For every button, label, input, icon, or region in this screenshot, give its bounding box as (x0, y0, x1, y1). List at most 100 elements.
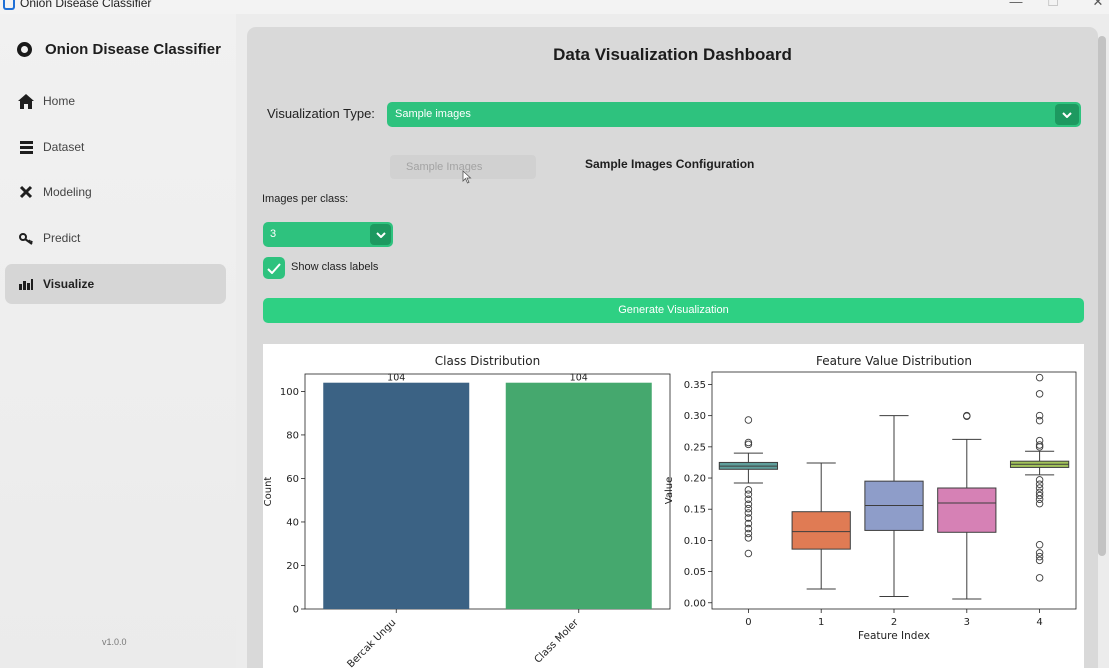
visualization-type-value: Sample images (395, 108, 471, 120)
box-outlier (1035, 495, 1044, 503)
bar-plot-frame (304, 373, 671, 610)
box-outlier (744, 549, 753, 558)
box-y-tick-label: 0.05 (684, 567, 706, 578)
brand-name: Onion Disease Classifier (45, 41, 221, 58)
box-outlier (1035, 443, 1044, 451)
app-icon (3, 0, 15, 10)
box-chart-title: Feature Value Distribution (816, 354, 972, 368)
box-outlier (1035, 411, 1044, 420)
window-title: Onion Disease Classifier (20, 0, 152, 10)
bar-y-tick-label: 0 (293, 605, 299, 616)
box-outlier (744, 416, 753, 424)
generate-visualization-button[interactable]: Generate Visualization (263, 298, 1084, 323)
bar-y-axis-label: Count (263, 477, 274, 507)
box-y-tick-label: 0.00 (684, 598, 706, 609)
sidebar-item-label: Home (43, 94, 76, 108)
box-outlier (1035, 484, 1044, 492)
box (791, 511, 851, 550)
box-outlier (744, 438, 753, 447)
box-outlier (1035, 491, 1044, 500)
sidebar: Onion Disease Classifier Home Dataset Mo… (0, 14, 236, 668)
home-icon (18, 93, 34, 109)
charts-svg: Class DistributionCount020406080100104Be… (263, 354, 1077, 668)
box-y-tick-label: 0.35 (684, 380, 706, 391)
dataset-icon (18, 139, 34, 155)
bar-y-tick-label: 60 (286, 474, 299, 485)
images-per-class-value: 3 (270, 228, 277, 240)
bar (505, 382, 652, 609)
box-y-tick-label: 0.10 (684, 536, 706, 547)
box-outlier (1035, 373, 1044, 382)
box-x-tick-label: 0 (745, 617, 751, 628)
box-y-tick-label: 0.15 (684, 505, 706, 516)
box-x-tick-label: 3 (964, 617, 970, 628)
box-outlier (744, 534, 753, 542)
sidebar-item-predict[interactable]: Predict (5, 218, 226, 258)
minimize-button[interactable]: — (1009, 0, 1023, 9)
box-outlier (744, 504, 753, 513)
box-outlier (744, 514, 753, 522)
show-class-labels-checkbox[interactable] (263, 257, 285, 279)
box-outlier (1035, 441, 1044, 449)
bar-data-label: 104 (570, 373, 588, 384)
bar-chart-title: Class Distribution (435, 354, 540, 368)
box-outlier (1035, 476, 1044, 484)
box-outlier (744, 490, 753, 498)
box-outlier (744, 440, 753, 449)
logo-ring-icon (17, 42, 32, 57)
sidebar-item-label: Dataset (43, 140, 85, 154)
box-y-tick-label: 0.30 (684, 411, 706, 422)
box-outlier (1035, 552, 1044, 561)
visualization-type-select[interactable]: Sample images (387, 102, 1081, 127)
scrollbar[interactable] (1098, 36, 1106, 556)
close-button[interactable]: ✕ (1092, 0, 1104, 9)
sidebar-item-modeling[interactable]: Modeling (5, 172, 226, 212)
bar-x-tick-label: Bercak Ungu (345, 617, 398, 668)
box-y-axis-label: Value (664, 477, 675, 504)
chart-area: Class Distribution Count 0 20 40 60 80 100 104 Be… (263, 344, 1084, 668)
box-outlier (744, 486, 753, 494)
box-outlier (1035, 390, 1044, 398)
sidebar-item-dataset[interactable]: Dataset (5, 127, 226, 167)
box-x-tick-label: 4 (1036, 617, 1042, 628)
box-outlier (1035, 480, 1044, 489)
show-class-labels-label: Show class labels (291, 261, 379, 273)
box-outlier (1035, 541, 1044, 549)
checkmark-icon (267, 262, 281, 274)
chevron-down-icon[interactable] (1055, 104, 1079, 125)
title-bar: Onion Disease Classifier — ☐ ✕ (0, 0, 1109, 14)
box-y-tick-label: 0.25 (684, 442, 706, 453)
box-y-tick-label: 0.20 (684, 474, 706, 485)
sidebar-item-home[interactable]: Home (5, 81, 226, 121)
box-outlier (744, 529, 753, 538)
images-per-class-label: Images per class: (262, 193, 349, 205)
visualization-type-label: Visualization Type: (267, 106, 375, 121)
box-outlier (744, 495, 753, 503)
version-label: v1.0.0 (102, 637, 127, 647)
box-outlier (744, 500, 753, 508)
box-outlier (1035, 556, 1044, 565)
maximize-button[interactable]: ☐ (1047, 0, 1059, 9)
images-per-class-select[interactable]: 3 (263, 222, 393, 247)
box-outlier (1035, 499, 1044, 508)
bar-y-tick-label: 80 (286, 430, 299, 441)
config-title: Sample Images Configuration (585, 157, 755, 171)
box (937, 487, 997, 533)
bar-x-tick-label: Class Moler (533, 617, 582, 666)
bar-chart-icon (18, 276, 34, 292)
box-x-tick-label: 1 (818, 617, 824, 628)
main-panel: Data Visualization Dashboard Visualizati… (247, 27, 1098, 668)
bar (323, 382, 470, 609)
box-outlier (744, 524, 753, 533)
box-x-axis-label: Feature Index (858, 630, 930, 642)
chevron-down-icon[interactable] (370, 224, 391, 245)
box-outlier (963, 412, 971, 421)
box-outlier (744, 509, 753, 517)
sidebar-item-visualize[interactable]: Visualize (5, 264, 226, 304)
bar-y-tick-label: 20 (286, 561, 299, 572)
bar-y-tick-label: 100 (280, 387, 299, 398)
sidebar-item-label: Modeling (43, 185, 92, 199)
sidebar-item-label: Visualize (43, 277, 95, 291)
mouse-cursor-icon (462, 170, 472, 189)
sidebar-item-label: Predict (43, 231, 81, 245)
